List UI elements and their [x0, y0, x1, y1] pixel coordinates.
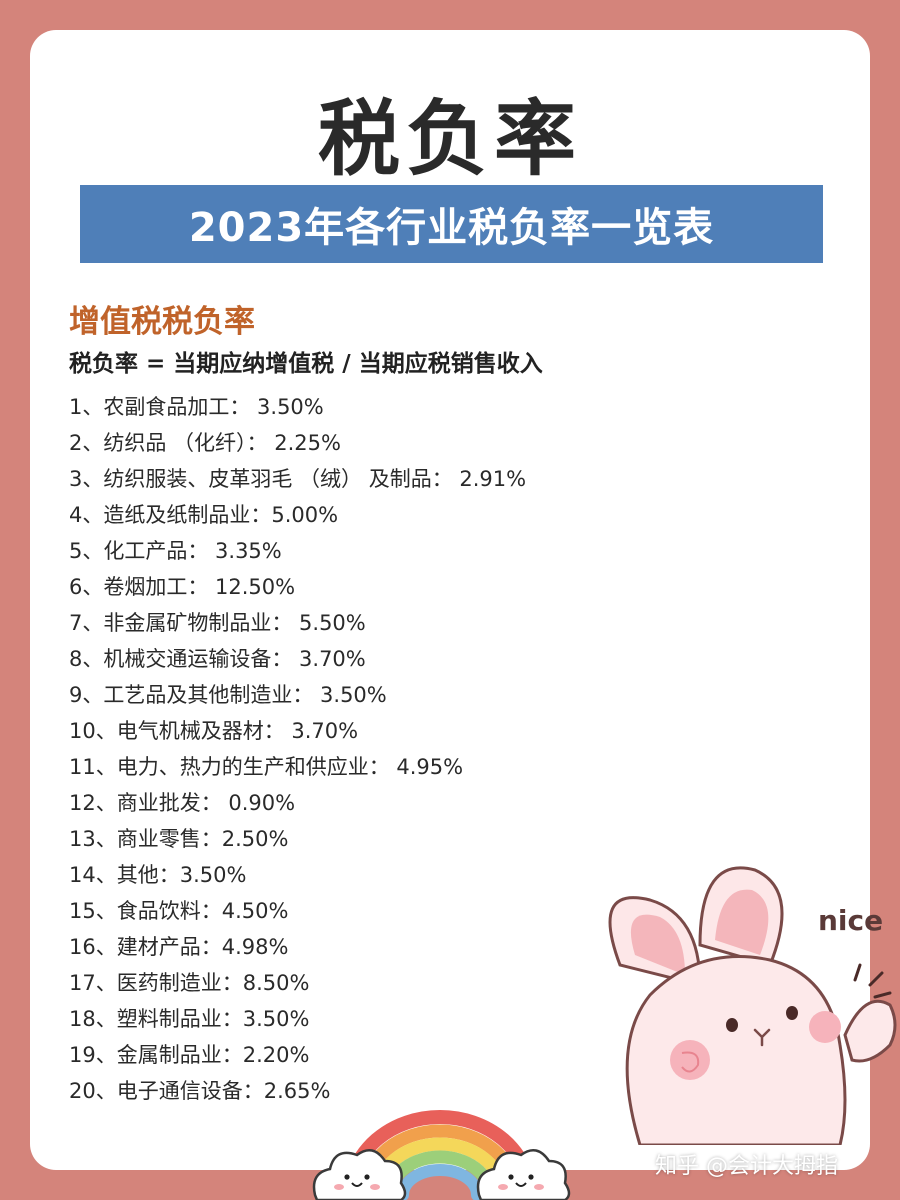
list-item: 20、电子通信设备：2.65% [69, 1079, 331, 1103]
watermark-text: 知乎 @会计大拇指 [655, 1154, 838, 1179]
rate-list: 1、农副食品加工： 3.50% 2、纺织品 （化纤）： 2.25% 3、纺织服装… [69, 389, 526, 1109]
list-item: 8、机械交通运输设备： 3.70% [69, 647, 366, 671]
list-item: 9、工艺品及其他制造业： 3.50% [69, 683, 387, 707]
list-item: 3、纺织服装、皮革羽毛 （绒） 及制品： 2.91% [69, 467, 527, 491]
list-item: 13、商业零售：2.50% [69, 827, 289, 851]
list-item: 7、非金属矿物制品业： 5.50% [69, 611, 366, 635]
list-item: 14、其他：3.50% [69, 863, 247, 887]
banner-title: 2023年各行业税负率一览表 [80, 185, 823, 263]
list-item: 6、卷烟加工： 12.50% [69, 575, 296, 599]
list-item: 15、食品饮料：4.50% [69, 899, 289, 923]
content-card: 税负率 2023年各行业税负率一览表 增值税税负率 税负率 = 当期应纳增值税 … [30, 30, 870, 1170]
list-item: 18、塑料制品业：3.50% [69, 1007, 310, 1031]
list-item: 12、商业批发： 0.90% [69, 791, 296, 815]
list-item: 19、金属制品业：2.20% [69, 1043, 310, 1067]
list-item: 10、电气机械及器材： 3.70% [69, 719, 359, 743]
list-item: 17、医药制造业：8.50% [69, 971, 310, 995]
formula-text: 税负率 = 当期应纳增值税 / 当期应税销售收入 [69, 351, 543, 377]
list-item: 11、电力、热力的生产和供应业： 4.95% [69, 755, 464, 779]
list-item: 1、农副食品加工： 3.50% [69, 395, 324, 419]
list-item: 5、化工产品： 3.35% [69, 539, 282, 563]
list-item: 4、造纸及纸制品业：5.00% [69, 503, 339, 527]
section-title: 增值税税负率 [69, 304, 255, 340]
list-item: 2、纺织品 （化纤）： 2.25% [69, 431, 341, 455]
list-item: 16、建材产品：4.98% [69, 935, 289, 959]
page-title: 税负率 [317, 92, 582, 187]
